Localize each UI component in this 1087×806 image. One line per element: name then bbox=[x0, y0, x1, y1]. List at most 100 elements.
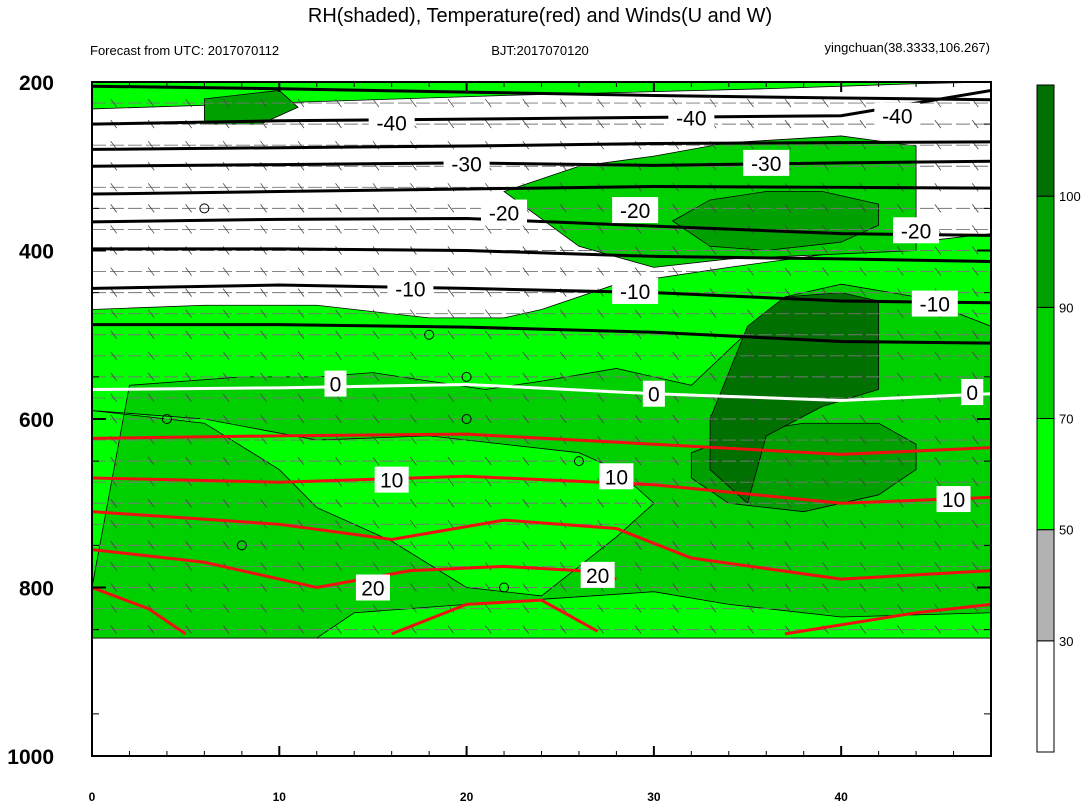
wind-barb bbox=[597, 267, 605, 276]
wind-barb bbox=[634, 541, 642, 550]
calm-marker-6 bbox=[236, 540, 247, 551]
contour-label-11: 0 bbox=[330, 374, 342, 397]
wind-barb bbox=[297, 225, 305, 234]
wind-barb bbox=[447, 98, 455, 108]
wind-barb bbox=[410, 225, 417, 234]
wind-barb bbox=[335, 309, 342, 318]
wind-barb bbox=[672, 204, 679, 213]
wind-barb bbox=[222, 309, 230, 318]
wind-barb bbox=[559, 330, 567, 339]
contour-20-13 bbox=[92, 548, 617, 590]
wind-barb bbox=[709, 456, 717, 466]
wind-barb bbox=[297, 98, 305, 108]
wind-barb bbox=[934, 583, 942, 592]
wind-barb bbox=[372, 309, 380, 318]
wind-barb bbox=[822, 520, 829, 529]
wind-barb bbox=[110, 541, 118, 550]
wind-barb bbox=[897, 604, 904, 613]
wind-barb bbox=[597, 351, 605, 361]
wind-barb bbox=[372, 330, 380, 339]
wind-barb bbox=[484, 477, 492, 487]
y-tick-label-800: 800 bbox=[19, 578, 54, 601]
wind-barb bbox=[822, 477, 829, 487]
wind-barb bbox=[260, 309, 267, 318]
wind-barb bbox=[110, 225, 118, 234]
wind-barb bbox=[559, 119, 567, 129]
wind-barb bbox=[559, 625, 567, 634]
wind-barb bbox=[410, 456, 417, 466]
wind-barb bbox=[260, 267, 267, 276]
wind-barb bbox=[634, 372, 642, 382]
y-tick-label-400: 400 bbox=[19, 241, 54, 264]
wind-barb bbox=[672, 351, 679, 361]
wind-barb bbox=[747, 267, 754, 276]
wind-barb bbox=[747, 583, 754, 592]
colorbar-box-1 bbox=[1036, 529, 1055, 642]
contour-10-12 bbox=[92, 510, 991, 581]
wind-barb bbox=[410, 393, 417, 403]
contour-label-box-14 bbox=[374, 466, 409, 493]
wind-barb bbox=[484, 499, 492, 508]
wind-barb bbox=[859, 330, 867, 339]
contour--30-2 bbox=[92, 140, 991, 151]
wind-barb bbox=[447, 267, 455, 276]
wind-barb bbox=[709, 351, 717, 361]
wind-barb bbox=[447, 119, 455, 129]
wind-barbs bbox=[92, 98, 991, 634]
wind-barb bbox=[597, 309, 605, 318]
wind-barb bbox=[934, 119, 942, 129]
wind-barb bbox=[597, 541, 605, 550]
wind-barb bbox=[672, 520, 679, 529]
wind-barb bbox=[147, 267, 155, 276]
wind-barb bbox=[372, 520, 380, 529]
wind-barb bbox=[484, 98, 492, 108]
wind-barb bbox=[634, 351, 642, 361]
wind-barb bbox=[372, 225, 380, 234]
wind-barb bbox=[447, 393, 455, 403]
wind-barb bbox=[709, 372, 717, 382]
wind-barb bbox=[447, 372, 455, 382]
wind-barb bbox=[260, 414, 267, 424]
contour-label-6: -20 bbox=[620, 200, 650, 223]
wind-barb bbox=[597, 414, 605, 424]
wind-barb bbox=[522, 604, 530, 613]
wind-barb bbox=[447, 414, 455, 424]
wind-barb bbox=[335, 288, 342, 297]
wind-barb bbox=[335, 414, 342, 424]
wind-barb bbox=[484, 456, 492, 466]
wind-barb bbox=[822, 330, 829, 339]
wind-barb bbox=[672, 456, 679, 466]
wind-barb bbox=[559, 604, 567, 613]
wind-barb bbox=[672, 414, 679, 424]
colorbar-box-5 bbox=[1036, 84, 1055, 197]
wind-barb bbox=[709, 625, 717, 634]
contour-label-box-17 bbox=[355, 574, 390, 601]
wind-barb bbox=[559, 204, 567, 213]
temperature-contours bbox=[92, 84, 991, 636]
wind-barb bbox=[971, 541, 979, 550]
wind-barb bbox=[297, 330, 305, 339]
contour-10-11 bbox=[92, 474, 991, 505]
wind-barb bbox=[859, 267, 867, 276]
wind-barb bbox=[260, 330, 267, 339]
wind-barb bbox=[185, 625, 192, 634]
contour-label-box-15 bbox=[599, 463, 634, 490]
wind-barb bbox=[185, 562, 192, 571]
wind-barb bbox=[934, 351, 942, 361]
wind-barb bbox=[822, 435, 829, 445]
wind-barb bbox=[634, 309, 642, 318]
wind-barb bbox=[822, 204, 829, 213]
wind-barb bbox=[297, 372, 305, 382]
wind-barb bbox=[709, 604, 717, 613]
wind-barb bbox=[859, 456, 867, 466]
wind-barb bbox=[709, 267, 717, 276]
contour-label-14: 10 bbox=[380, 470, 403, 493]
wind-barb bbox=[897, 435, 904, 445]
wind-barb bbox=[335, 604, 342, 613]
contour-label-18: 20 bbox=[586, 565, 609, 588]
wind-barb bbox=[971, 414, 979, 424]
wind-barb bbox=[784, 309, 792, 318]
contour-label-box-16 bbox=[936, 486, 971, 513]
wind-barb bbox=[859, 604, 867, 613]
location-subtitle: yingchuan(38.3333,106.267) bbox=[824, 40, 990, 55]
